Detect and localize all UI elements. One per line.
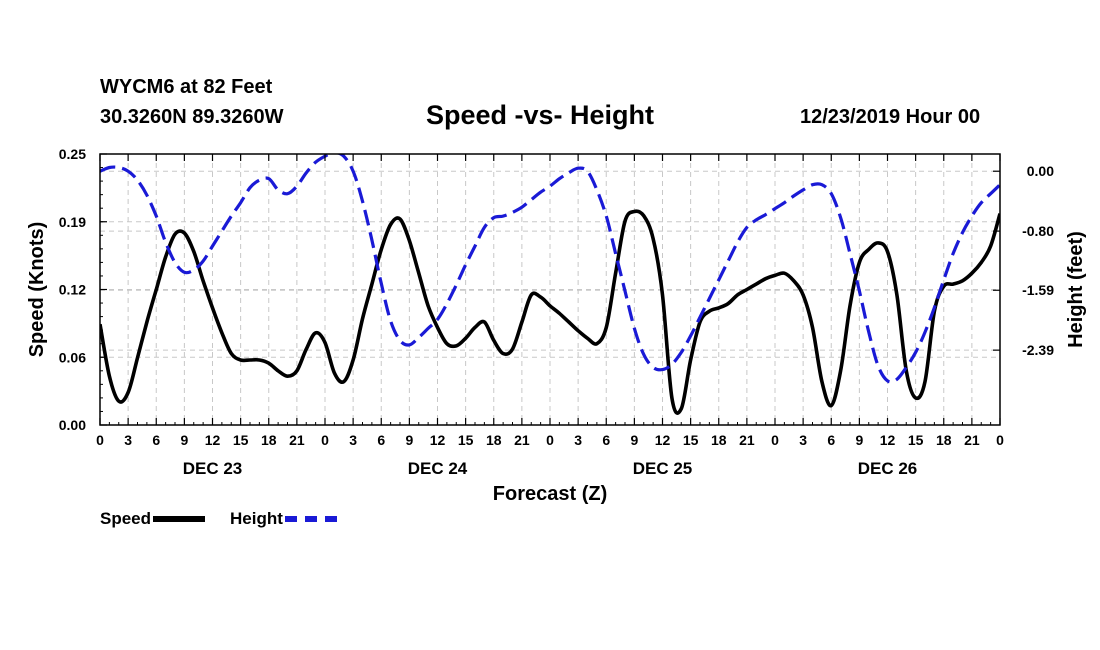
x-tick-label: 3 [124, 432, 132, 448]
x-tick-label: 9 [180, 432, 188, 448]
legend-height-label: Height [230, 509, 283, 528]
station-label: WYCM6 at 82 Feet [100, 76, 273, 98]
x-tick-label: 0 [771, 432, 779, 448]
x-tick-label: 0 [546, 432, 554, 448]
x-tick-label: 0 [321, 432, 329, 448]
series-line-height [100, 154, 1000, 384]
day-label: DEC 23 [183, 459, 243, 478]
x-tick-label: 18 [936, 432, 952, 448]
chart-title: Speed -vs- Height [426, 100, 655, 130]
day-label: DEC 26 [858, 459, 918, 478]
left-y-tick-label: 0.12 [59, 282, 86, 298]
coordinates-label: 30.3260N 89.3260W [100, 106, 284, 128]
right-y-tick-label: 0.00 [1027, 163, 1054, 179]
axes: 0 3 6 9 12 15 18 21 0 3 6 9 12 15 18 21 0 3 6 9 12 15 18 21 0 3 6 9… [59, 146, 1054, 478]
legend-speed-label: Speed [100, 509, 152, 528]
x-tick-label: 21 [739, 432, 755, 448]
x-tick-label: 12 [430, 432, 446, 448]
legend-speed: Speed [100, 509, 206, 529]
x-tick-label: 18 [711, 432, 727, 448]
x-tick-label: 18 [486, 432, 502, 448]
x-tick-label: 6 [377, 432, 385, 448]
x-tick-label: 15 [233, 432, 249, 448]
x-tick-label: 15 [458, 432, 474, 448]
x-axis-title: Forecast (Z) [493, 483, 607, 505]
x-tick-label: 21 [964, 432, 980, 448]
right-y-tick-label: -2.39 [1022, 342, 1054, 358]
x-tick-label: 15 [908, 432, 924, 448]
left-y-tick-label: 0.19 [59, 214, 86, 230]
x-tick-label: 6 [152, 432, 160, 448]
x-tick-label: 12 [880, 432, 896, 448]
series-line-speed [100, 209, 1000, 415]
x-tick-label: 3 [799, 432, 807, 448]
x-tick-label: 3 [349, 432, 357, 448]
x-tick-label: 6 [827, 432, 835, 448]
left-y-tick-label: 0.00 [59, 417, 86, 433]
day-label: DEC 25 [633, 459, 693, 478]
series-layer [100, 154, 1000, 415]
right-y-tick-label: -0.80 [1022, 223, 1054, 239]
left-axis-title: Speed (Knots) [26, 222, 48, 358]
x-tick-label: 0 [996, 432, 1004, 448]
day-label: DEC 24 [408, 459, 468, 478]
x-tick-label: 0 [96, 432, 104, 448]
x-tick-label: 12 [205, 432, 221, 448]
x-tick-label: 3 [574, 432, 582, 448]
left-y-tick-label: 0.06 [59, 349, 86, 365]
x-tick-label: 21 [289, 432, 305, 448]
right-y-tick-label: -1.59 [1022, 282, 1054, 298]
x-tick-label: 12 [655, 432, 671, 448]
left-y-tick-label: 0.25 [59, 146, 86, 162]
x-tick-label: 15 [683, 432, 699, 448]
x-tick-label: 9 [630, 432, 638, 448]
x-tick-label: 9 [855, 432, 863, 448]
right-axis-title: Height (feet) [1065, 231, 1087, 348]
forecast-date-label: 12/23/2019 Hour 00 [800, 106, 981, 128]
x-tick-label: 21 [514, 432, 530, 448]
x-tick-label: 6 [602, 432, 610, 448]
legend-height-swatch [284, 516, 337, 522]
x-tick-label: 18 [261, 432, 277, 448]
legend-speed-swatch [153, 516, 206, 522]
legend-height: Height [230, 509, 337, 529]
x-tick-label: 9 [405, 432, 413, 448]
grid-lines [99, 154, 1001, 425]
